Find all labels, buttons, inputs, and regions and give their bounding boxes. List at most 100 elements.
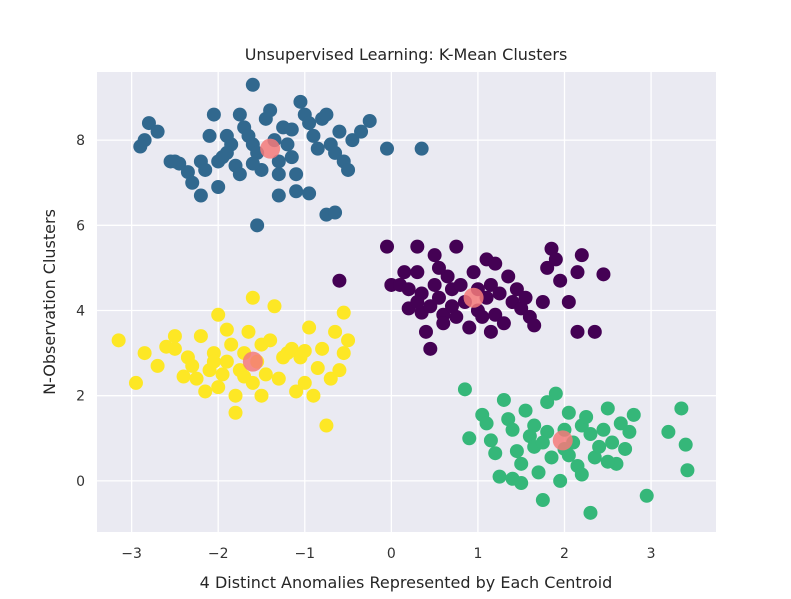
data-point <box>540 395 555 410</box>
x-tick-label: −1 <box>294 546 315 562</box>
data-point <box>198 384 213 399</box>
data-point <box>501 269 516 284</box>
centroid-marker <box>463 287 484 308</box>
data-point <box>548 386 563 401</box>
data-point <box>167 329 182 344</box>
data-point <box>544 241 559 256</box>
data-point <box>535 435 550 450</box>
data-point <box>496 316 511 331</box>
data-point <box>111 333 126 348</box>
x-tick-label: −2 <box>208 546 229 562</box>
x-tick-label: 2 <box>560 546 569 562</box>
data-point <box>600 454 615 469</box>
y-tick-label: 6 <box>76 218 85 234</box>
data-point <box>540 424 555 439</box>
data-point <box>544 450 559 465</box>
data-point <box>436 316 451 331</box>
data-point <box>410 295 425 309</box>
data-point <box>488 446 503 461</box>
data-point <box>193 188 208 203</box>
data-point <box>522 429 537 444</box>
data-point <box>297 375 312 390</box>
data-point <box>215 367 230 382</box>
data-point <box>518 290 533 305</box>
data-point <box>535 295 550 309</box>
data-point <box>574 467 589 482</box>
data-point <box>449 309 464 324</box>
data-point <box>271 154 286 169</box>
data-point <box>202 128 217 143</box>
data-point <box>185 358 200 373</box>
data-point <box>345 133 360 148</box>
data-point <box>271 188 286 203</box>
data-point <box>483 277 498 292</box>
data-point <box>237 369 252 384</box>
data-point <box>310 361 325 376</box>
data-point <box>150 124 165 139</box>
data-point <box>211 380 226 395</box>
data-point <box>141 116 156 131</box>
data-point <box>397 265 412 280</box>
data-point <box>488 256 503 271</box>
data-point <box>561 405 576 420</box>
data-point <box>336 305 351 320</box>
data-point <box>280 137 295 152</box>
data-point <box>596 267 611 282</box>
data-point <box>548 252 563 267</box>
data-point <box>302 116 317 131</box>
data-point <box>206 354 221 369</box>
data-point <box>332 124 347 139</box>
y-axis-ticks: 0 2 4 6 8 <box>76 133 85 490</box>
data-point <box>289 384 304 399</box>
data-point <box>224 337 239 352</box>
data-point <box>613 416 628 431</box>
data-point <box>444 299 459 314</box>
data-point <box>219 128 234 143</box>
data-point <box>163 154 178 169</box>
data-point <box>185 175 200 190</box>
data-point <box>583 427 598 442</box>
data-point <box>596 422 611 437</box>
x-tick-label: −3 <box>121 546 142 562</box>
data-point <box>380 239 395 254</box>
data-point <box>219 145 234 160</box>
x-axis-ticks: −3 −2 −1 0 1 2 3 <box>121 546 655 562</box>
y-tick-label: 4 <box>76 304 85 320</box>
x-tick-label: 0 <box>387 546 396 562</box>
data-point <box>587 450 602 465</box>
data-point <box>466 265 481 280</box>
data-point <box>410 265 425 280</box>
data-point <box>263 333 278 348</box>
centroid-marker <box>260 138 281 159</box>
data-point <box>128 375 143 390</box>
data-point <box>449 239 464 254</box>
data-point <box>319 107 334 122</box>
data-point <box>540 260 555 275</box>
data-point <box>483 324 498 339</box>
data-point <box>509 444 524 459</box>
data-point <box>462 431 477 446</box>
data-point <box>514 456 529 471</box>
chart-title: Unsupervised Learning: K-Mean Clusters <box>245 45 568 64</box>
data-point <box>440 269 455 284</box>
data-point <box>531 465 546 480</box>
data-point <box>661 424 676 439</box>
y-axis-label: N-Observation Clusters <box>40 209 59 395</box>
data-point <box>254 388 269 403</box>
data-point <box>553 473 568 488</box>
data-point <box>302 186 317 201</box>
x-axis-label: 4 Distinct Anomalies Represented by Each… <box>200 573 613 592</box>
data-point <box>418 324 433 339</box>
data-point <box>258 367 273 382</box>
data-point <box>680 463 695 478</box>
data-point <box>293 94 308 109</box>
y-tick-label: 2 <box>76 389 85 405</box>
x-tick-label: 1 <box>473 546 482 562</box>
data-point <box>518 403 533 418</box>
data-point <box>328 205 343 220</box>
data-point <box>167 341 182 356</box>
data-point <box>263 103 278 118</box>
data-point <box>674 401 689 416</box>
data-point <box>137 346 152 361</box>
